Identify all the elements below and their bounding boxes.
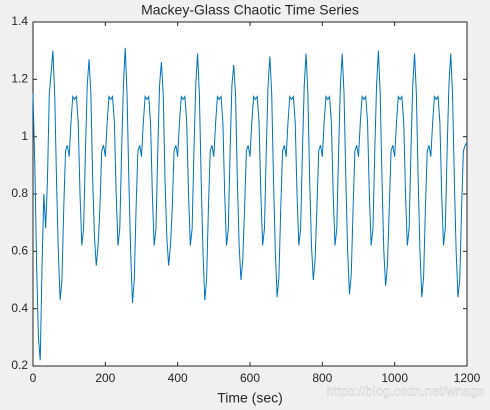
y-tick-label: 0.4 xyxy=(11,301,28,315)
x-tick-label: 1000 xyxy=(381,371,408,385)
watermark: https://blog.csdn.net/wnags xyxy=(326,383,484,398)
y-tick-label: 0.8 xyxy=(11,186,28,200)
y-tick-label: 0.6 xyxy=(11,244,28,258)
data-line xyxy=(32,47,468,361)
x-tick-label: 1200 xyxy=(454,371,481,385)
plot-area xyxy=(32,21,468,367)
x-tick-label: 800 xyxy=(312,371,332,385)
y-tick-label: 1.4 xyxy=(11,14,28,28)
x-tick-label: 200 xyxy=(95,371,115,385)
x-tick-label: 600 xyxy=(240,371,260,385)
x-tick-label: 400 xyxy=(168,371,188,385)
x-axis-label: Time (sec) xyxy=(217,390,283,406)
y-tick-label: 1 xyxy=(21,129,28,143)
y-tick-label: 1.2 xyxy=(11,72,28,86)
y-tick-label: 0.2 xyxy=(11,358,28,372)
x-tick-label: 0 xyxy=(30,371,37,385)
chart-title: Mackey-Glass Chaotic Time Series xyxy=(141,2,359,18)
